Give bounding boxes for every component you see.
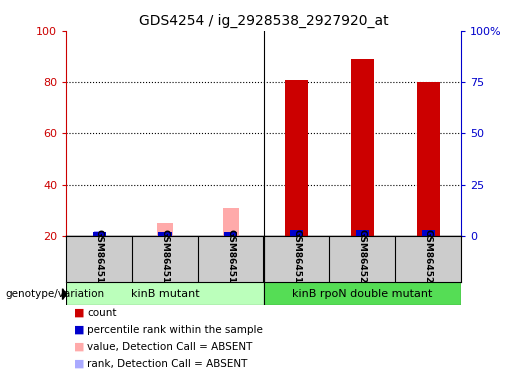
Bar xyxy=(160,233,170,236)
Bar xyxy=(290,230,303,236)
Text: GSM864520: GSM864520 xyxy=(358,229,367,290)
Bar xyxy=(66,282,264,305)
Text: ■: ■ xyxy=(74,342,85,352)
Bar xyxy=(157,223,173,236)
Text: GSM864517: GSM864517 xyxy=(161,229,170,290)
Bar xyxy=(422,230,435,236)
Text: genotype/variation: genotype/variation xyxy=(5,289,104,299)
Bar xyxy=(223,208,239,236)
Text: ■: ■ xyxy=(74,325,85,335)
Bar xyxy=(356,230,369,236)
Bar xyxy=(351,59,374,236)
Text: ■: ■ xyxy=(74,359,85,369)
Bar xyxy=(417,82,440,236)
Text: GSM864518: GSM864518 xyxy=(226,229,235,290)
Bar xyxy=(264,282,461,305)
Text: GSM864519: GSM864519 xyxy=(292,229,301,290)
Bar xyxy=(224,232,237,236)
Bar xyxy=(285,79,308,236)
Text: GSM864521: GSM864521 xyxy=(423,229,432,290)
Bar xyxy=(94,231,104,236)
Text: rank, Detection Call = ABSENT: rank, Detection Call = ABSENT xyxy=(87,359,248,369)
Text: kinB mutant: kinB mutant xyxy=(131,289,199,299)
Bar xyxy=(226,233,236,236)
Text: percentile rank within the sample: percentile rank within the sample xyxy=(87,325,263,335)
Bar xyxy=(93,232,106,236)
Text: count: count xyxy=(87,308,117,318)
Bar xyxy=(158,232,172,236)
Text: GSM864516: GSM864516 xyxy=(95,229,104,290)
Text: kinB rpoN double mutant: kinB rpoN double mutant xyxy=(292,289,432,299)
Text: value, Detection Call = ABSENT: value, Detection Call = ABSENT xyxy=(87,342,253,352)
Title: GDS4254 / ig_2928538_2927920_at: GDS4254 / ig_2928538_2927920_at xyxy=(139,14,388,28)
Polygon shape xyxy=(63,289,66,300)
Text: ■: ■ xyxy=(74,308,85,318)
